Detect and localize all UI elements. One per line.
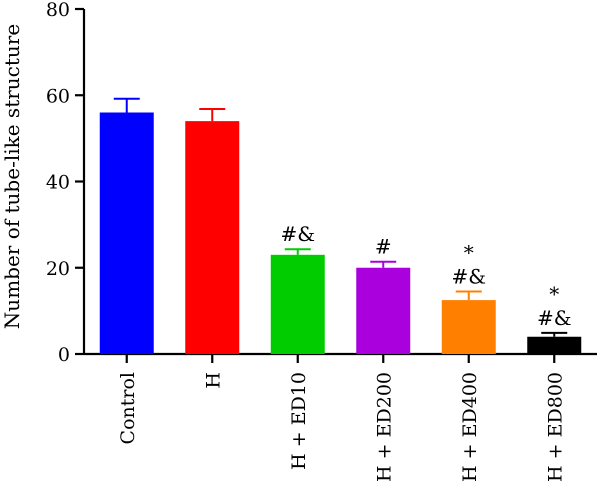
y-tick-label: 0 — [58, 344, 70, 366]
y-tick-label: 40 — [46, 172, 70, 194]
y-tick-label: 80 — [46, 0, 70, 21]
error-bars — [113, 97, 568, 337]
x-axis — [84, 352, 597, 363]
bar — [270, 254, 325, 354]
y-axis: 0 20 40 60 80 — [46, 0, 86, 366]
significance-marker: #& — [451, 264, 486, 288]
significance-annotations: #&# *#&*#& — [280, 222, 571, 330]
y-tick-label: 60 — [46, 85, 70, 107]
bars — [99, 112, 582, 354]
category-label: Control — [117, 372, 139, 444]
category-label: H + ED200 — [373, 372, 395, 482]
y-tick-label: 20 — [46, 258, 70, 280]
bar — [441, 300, 496, 354]
category-label: H + ED10 — [288, 372, 310, 470]
bar — [356, 267, 411, 354]
significance-marker: #& — [537, 306, 572, 330]
significance-marker: * — [464, 240, 474, 264]
significance-marker: * — [549, 282, 559, 306]
category-label: H + ED800 — [544, 372, 566, 482]
category-label: H + ED400 — [459, 372, 481, 482]
significance-marker: #& — [280, 222, 315, 246]
significance-marker: # — [375, 235, 392, 259]
y-axis-title: Number of tube-like structure — [0, 24, 24, 329]
bar — [527, 336, 582, 354]
bar — [185, 121, 240, 354]
category-label: H — [202, 372, 224, 389]
category-labels: Control H H + ED10 H + ED200 H + ED400 H + ED… — [117, 372, 567, 482]
bar — [99, 112, 154, 354]
